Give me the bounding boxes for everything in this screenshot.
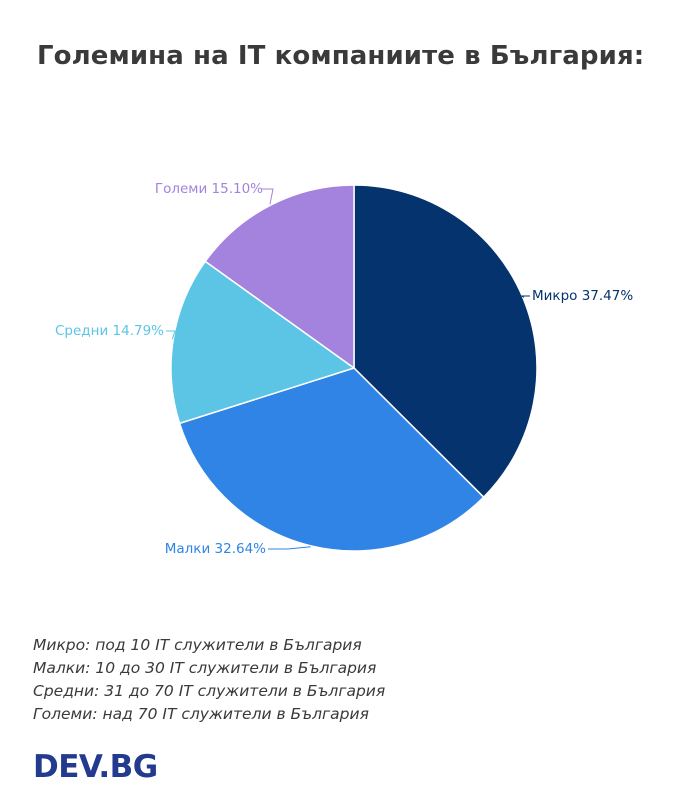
pie-slice-2 (170, 260, 356, 425)
devbg-logo: DEV.BG (33, 749, 158, 785)
slice-label-2: Средни 14.79% (55, 323, 164, 339)
leader-line-2 (166, 330, 176, 340)
leader-line-0 (520, 295, 530, 298)
note-small: Малки: 10 до 30 IT служители в България (33, 659, 377, 677)
leader-line-1 (268, 546, 311, 550)
slice-label-3: Големи 15.10% (155, 181, 263, 197)
pie-slice-3 (204, 184, 355, 370)
note-medium: Средни: 31 до 70 IT служители в България (33, 682, 386, 700)
leader-line-3 (261, 188, 274, 205)
slice-label-1: Малки 32.64% (165, 541, 266, 557)
slice-label-0: Микро 37.47% (532, 288, 633, 304)
note-micro: Микро: под 10 IT служители в България (33, 636, 362, 654)
note-large: Големи: над 70 IT служители в България (33, 705, 369, 723)
size-notes: Микро: под 10 IT служители в България Ма… (33, 634, 385, 726)
chart-title: Големина на IT компаниите в България: (37, 41, 645, 71)
pie-slice-1 (178, 367, 485, 552)
pie-slice-0 (353, 184, 538, 499)
